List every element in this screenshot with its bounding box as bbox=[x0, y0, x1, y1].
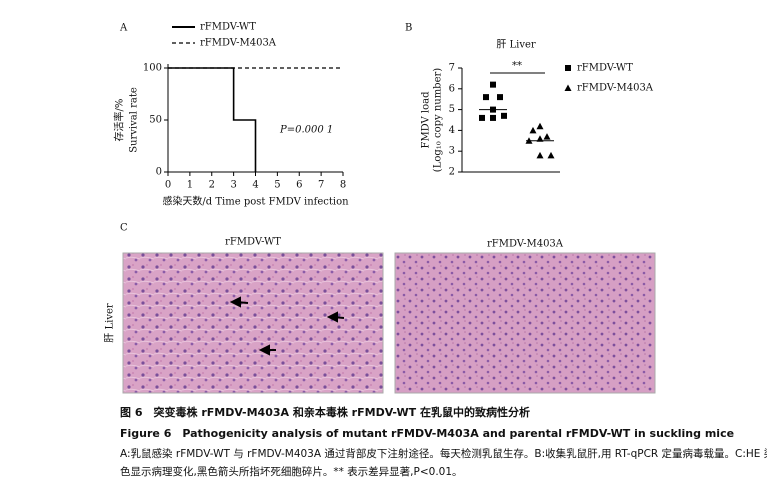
y-tick-label: 100 bbox=[143, 63, 162, 74]
panel-label: C bbox=[120, 223, 128, 234]
image-label: rFMDV-M403A bbox=[487, 239, 564, 250]
caption-text: A:乳鼠感染 rFMDV-WT 与 rFMDV-M403A 通过背部皮下注射途径… bbox=[120, 447, 767, 460]
legend-swatch bbox=[564, 84, 572, 91]
series-line bbox=[168, 67, 257, 172]
y-tick-label: 0 bbox=[156, 167, 162, 178]
point bbox=[547, 151, 555, 159]
annotation: ** bbox=[512, 61, 522, 72]
x-axis-label: 感染天数/d Time post FMDV infection bbox=[162, 195, 349, 208]
histology-image bbox=[394, 252, 656, 394]
x-tick-label: 7 bbox=[318, 180, 324, 191]
x-tick-label: 0 bbox=[165, 180, 171, 191]
x-tick-label: 8 bbox=[340, 180, 346, 191]
legend-label: rFMDV-M403A bbox=[200, 38, 277, 49]
y-tick-label: 6 bbox=[449, 83, 455, 94]
y-tick-label: 7 bbox=[449, 63, 455, 74]
caption-title: 图 6 突变毒株 rFMDV-M403A 和亲本毒株 rFMDV-WT 在乳鼠中… bbox=[120, 405, 530, 419]
panel-label: B bbox=[405, 23, 412, 34]
point bbox=[497, 94, 503, 101]
y-tick-label: 2 bbox=[449, 167, 455, 178]
x-tick-label: 2 bbox=[209, 180, 215, 191]
point bbox=[543, 133, 551, 140]
point bbox=[529, 126, 537, 134]
image-label: rFMDV-WT bbox=[225, 237, 281, 248]
point bbox=[483, 94, 489, 101]
caption-title: Figure 6 Pathogenicity analysis of mutan… bbox=[120, 427, 734, 440]
y-axis-label: (Log₁₀ copy number) bbox=[433, 68, 444, 172]
side-label: 肝 Liver bbox=[104, 303, 116, 343]
point bbox=[536, 122, 544, 130]
point bbox=[536, 135, 544, 142]
point bbox=[490, 106, 496, 113]
y-tick-label: 3 bbox=[449, 146, 455, 157]
y-axis-label: Survival rate bbox=[129, 87, 140, 153]
x-tick-label: 1 bbox=[187, 180, 193, 191]
x-tick-label: 3 bbox=[230, 180, 236, 191]
legend-label: rFMDV-M403A bbox=[577, 83, 654, 94]
x-tick-label: 4 bbox=[252, 180, 258, 191]
point bbox=[536, 151, 544, 159]
arrows bbox=[229, 296, 345, 356]
histology-image bbox=[122, 252, 384, 394]
point bbox=[525, 137, 533, 144]
chart-title: 肝 Liver bbox=[496, 39, 536, 51]
point bbox=[490, 114, 496, 121]
y-tick-label: 4 bbox=[449, 125, 455, 136]
point bbox=[479, 114, 485, 121]
point bbox=[490, 81, 496, 88]
y-tick-label: 5 bbox=[449, 104, 455, 115]
y-tick-label: 50 bbox=[149, 115, 162, 126]
x-tick-label: 6 bbox=[296, 180, 302, 191]
y-axis-label: FMDV load bbox=[421, 91, 432, 149]
caption-text: 色显示病理变化,黑色箭头所指坏死细胞碎片。** 表示差异显著,P<0.01。 bbox=[120, 465, 463, 478]
legend-swatch bbox=[565, 65, 571, 71]
x-tick-label: 5 bbox=[274, 180, 280, 191]
panel-label: A bbox=[119, 23, 128, 34]
legend-label: rFMDV-WT bbox=[577, 63, 633, 74]
y-axis-label: 存活率/% bbox=[113, 99, 126, 142]
annotation: P=0.000 1 bbox=[279, 125, 333, 136]
legend-label: rFMDV-WT bbox=[200, 22, 256, 33]
point bbox=[501, 112, 507, 119]
